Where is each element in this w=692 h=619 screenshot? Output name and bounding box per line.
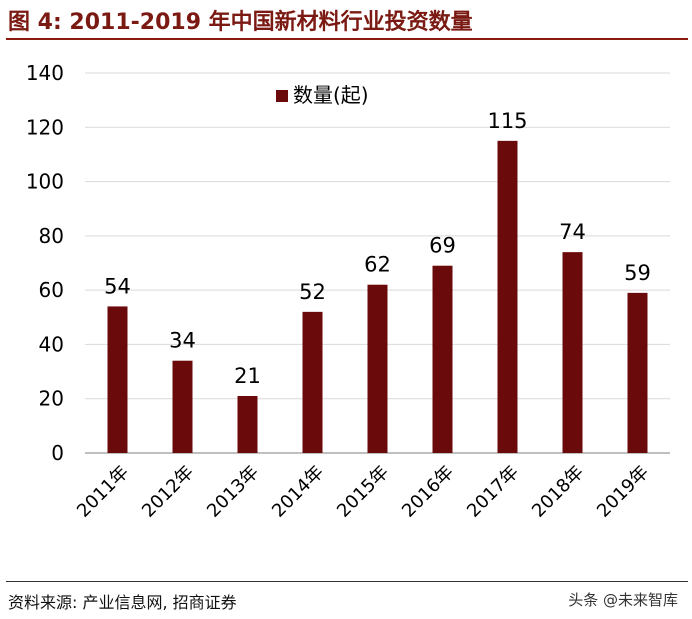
x-tick-label: 2019年 <box>593 462 653 522</box>
bar-2013年 <box>237 396 258 453</box>
bar-2011年 <box>107 306 128 453</box>
data-label: 74 <box>559 220 586 244</box>
y-tick-label: 120 <box>26 115 64 139</box>
data-label: 62 <box>364 253 391 277</box>
y-tick-label: 100 <box>26 170 64 194</box>
y-tick-label: 80 <box>39 224 64 248</box>
bar-2012年 <box>172 360 193 453</box>
x-tick-label: 2014年 <box>268 462 328 522</box>
bar-2014年 <box>302 311 323 453</box>
source-divider <box>6 581 688 582</box>
x-tick-label: 2017年 <box>463 462 523 522</box>
y-tick-label: 20 <box>39 387 64 411</box>
data-label: 115 <box>487 109 527 133</box>
bars <box>107 140 648 453</box>
data-label: 69 <box>429 234 456 258</box>
x-tick-label: 2018年 <box>528 462 588 522</box>
data-label: 54 <box>104 274 131 298</box>
title-divider <box>6 38 688 40</box>
figure-title: 图 4: 2011-2019 年中国新材料行业投资数量 <box>8 10 473 35</box>
legend-label: 数量(起) <box>293 83 369 107</box>
legend-swatch <box>276 90 288 102</box>
legend: 数量(起) <box>276 83 369 107</box>
y-tick-label: 60 <box>39 278 64 302</box>
data-labels: 54 34 21 52 62 69 115 74 59 <box>104 109 651 388</box>
watermark-text: 头条 @未来智库 <box>568 591 678 609</box>
x-tick-label: 2015年 <box>333 462 393 522</box>
bar-2019年 <box>627 292 648 453</box>
x-tick-labels: 2011年 2012年 2013年 2014年 2015年 2016年 2017年 2018年… <box>73 462 653 522</box>
data-label: 34 <box>169 329 196 353</box>
x-tick-label: 2012年 <box>138 462 198 522</box>
y-tick-label: 0 <box>51 441 64 465</box>
bar-2015年 <box>367 284 388 453</box>
data-label: 59 <box>624 261 651 285</box>
x-tick-label: 2011年 <box>73 462 133 522</box>
source-note: 资料来源: 产业信息网, 招商证券 <box>8 593 237 612</box>
bar-2017年 <box>497 140 518 453</box>
x-tick-label: 2016年 <box>398 462 458 522</box>
data-label: 52 <box>299 280 326 304</box>
data-label: 21 <box>234 364 261 388</box>
bar-2018年 <box>562 252 583 453</box>
bar-2016年 <box>432 265 453 453</box>
y-tick-labels: 0 20 40 60 80 100 120 140 <box>26 61 64 465</box>
y-tick-label: 140 <box>26 61 64 85</box>
x-tick-label: 2013年 <box>203 462 263 522</box>
y-tick-label: 40 <box>39 332 64 356</box>
